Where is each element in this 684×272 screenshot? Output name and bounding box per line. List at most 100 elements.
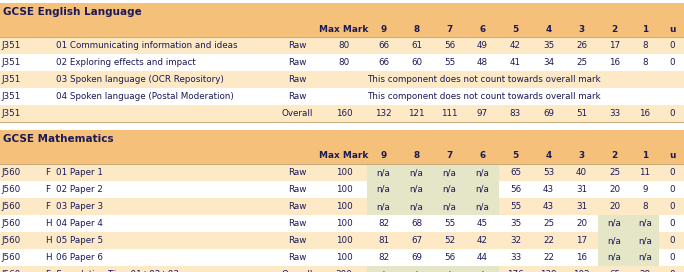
Text: 55: 55	[444, 219, 455, 228]
Bar	[466, 198, 499, 215]
Text: 22: 22	[543, 236, 554, 245]
Text: 20: 20	[576, 219, 587, 228]
Bar	[400, 198, 433, 215]
Text: 0: 0	[669, 58, 675, 67]
Bar	[0, 105, 684, 122]
Text: 4: 4	[545, 24, 551, 33]
Text: Raw: Raw	[288, 185, 306, 194]
Text: Raw: Raw	[288, 58, 306, 67]
Text: 9: 9	[380, 152, 386, 160]
Text: 7: 7	[447, 24, 453, 33]
Text: 56: 56	[444, 253, 455, 262]
Text: 9: 9	[642, 185, 648, 194]
Bar	[0, 215, 684, 232]
Bar	[598, 232, 631, 249]
Text: 35: 35	[543, 41, 554, 50]
Text: This component does not count towards overall mark: This component does not count towards ov…	[367, 92, 601, 101]
Text: 25: 25	[543, 219, 554, 228]
Text: 83: 83	[510, 109, 521, 118]
Text: 56: 56	[510, 185, 521, 194]
Text: 8: 8	[642, 41, 648, 50]
Text: 5: 5	[512, 152, 518, 160]
Text: 0: 0	[669, 185, 675, 194]
Text: 35: 35	[510, 219, 521, 228]
Text: 31: 31	[576, 185, 587, 194]
Text: 121: 121	[408, 109, 425, 118]
Text: This component does not count towards overall mark: This component does not count towards ov…	[367, 75, 601, 84]
Text: 176: 176	[508, 270, 524, 272]
Bar	[367, 266, 400, 272]
Text: H: H	[44, 236, 51, 245]
Text: n/a: n/a	[607, 253, 622, 262]
Text: 100: 100	[336, 236, 352, 245]
Text: 02 Exploring effects and impact: 02 Exploring effects and impact	[56, 58, 196, 67]
Text: 31: 31	[576, 202, 587, 211]
Bar	[631, 215, 659, 232]
Text: Overall: Overall	[281, 109, 313, 118]
Bar	[367, 164, 400, 181]
Text: 17: 17	[609, 41, 620, 50]
Text: 81: 81	[378, 236, 389, 245]
Text: 48: 48	[477, 58, 488, 67]
Text: 49: 49	[477, 41, 488, 50]
Text: 43: 43	[543, 202, 554, 211]
Text: 05 Paper 5: 05 Paper 5	[56, 236, 103, 245]
Text: J351: J351	[1, 92, 21, 101]
Text: 03 Spoken language (OCR Repository): 03 Spoken language (OCR Repository)	[56, 75, 224, 84]
Text: 6: 6	[479, 152, 486, 160]
Text: 28: 28	[640, 270, 650, 272]
Text: 11: 11	[640, 168, 650, 177]
Text: 8: 8	[413, 24, 419, 33]
Text: Max Mark: Max Mark	[319, 24, 369, 33]
Text: Raw: Raw	[288, 168, 306, 177]
Text: Raw: Raw	[288, 92, 306, 101]
Text: 9: 9	[380, 24, 386, 33]
Text: Raw: Raw	[288, 75, 306, 84]
Text: 20: 20	[609, 185, 620, 194]
Bar	[433, 164, 466, 181]
Text: 01 Paper 1: 01 Paper 1	[56, 168, 103, 177]
Text: n/a: n/a	[475, 185, 490, 194]
Text: 82: 82	[378, 253, 389, 262]
Bar	[367, 198, 400, 215]
Bar	[0, 37, 684, 54]
Text: Raw: Raw	[288, 253, 306, 262]
Bar	[0, 130, 684, 148]
Text: 3: 3	[579, 152, 585, 160]
Text: J560: J560	[1, 202, 21, 211]
Text: 41: 41	[510, 58, 521, 67]
Bar	[0, 88, 684, 105]
Text: Raw: Raw	[288, 236, 306, 245]
Text: 0: 0	[669, 253, 675, 262]
Text: 16: 16	[576, 253, 587, 262]
Text: 33: 33	[609, 109, 620, 118]
Text: H: H	[44, 253, 51, 262]
Bar	[0, 249, 684, 266]
Text: J560: J560	[1, 168, 21, 177]
Text: 25: 25	[576, 58, 587, 67]
Text: Max Mark: Max Mark	[319, 152, 369, 160]
Text: 8: 8	[413, 152, 419, 160]
Text: 69: 69	[411, 253, 422, 262]
Text: 04 Spoken language (Postal Moderation): 04 Spoken language (Postal Moderation)	[56, 92, 234, 101]
Text: 8: 8	[642, 58, 648, 67]
Text: Overall: Overall	[281, 270, 313, 272]
Text: 160: 160	[336, 109, 352, 118]
Text: 1: 1	[642, 24, 648, 33]
Bar	[400, 266, 433, 272]
Text: n/a: n/a	[638, 236, 652, 245]
Text: n/a: n/a	[377, 185, 391, 194]
Text: 16: 16	[640, 109, 650, 118]
Text: J351: J351	[1, 58, 21, 67]
Bar	[367, 181, 400, 198]
Text: n/a: n/a	[607, 236, 622, 245]
Bar	[466, 164, 499, 181]
Text: u: u	[669, 152, 675, 160]
Text: n/a: n/a	[410, 270, 423, 272]
Text: 2: 2	[611, 24, 618, 33]
Text: n/a: n/a	[410, 168, 423, 177]
Text: 7: 7	[447, 152, 453, 160]
Text: 17: 17	[576, 236, 587, 245]
Text: 69: 69	[543, 109, 554, 118]
Text: n/a: n/a	[475, 202, 490, 211]
